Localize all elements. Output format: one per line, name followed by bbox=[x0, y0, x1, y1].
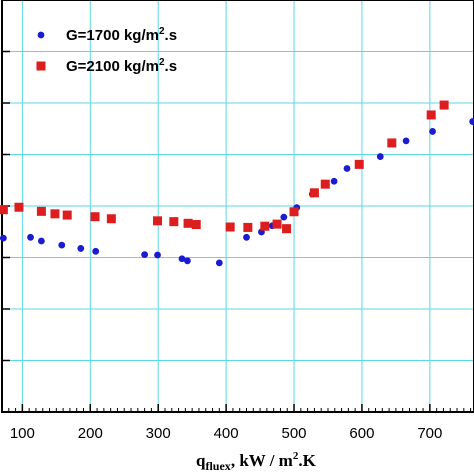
data-point-series-2 bbox=[354, 159, 364, 169]
x-tick-label: 100 bbox=[10, 425, 35, 442]
data-point-series-2 bbox=[260, 221, 270, 231]
data-point-series-1 bbox=[154, 251, 161, 259]
legend-marker-series-2 bbox=[36, 61, 46, 71]
data-point-series-1 bbox=[376, 153, 384, 160]
data-point-series-2 bbox=[90, 212, 100, 222]
legend: G=1700 kg/m2.s G=2100 kg/m2.s bbox=[36, 26, 177, 75]
data-point-series-1 bbox=[330, 177, 338, 185]
data-point-series-1 bbox=[184, 257, 191, 265]
legend-label-series-2: G=2100 kg/m2.s bbox=[66, 57, 177, 75]
legend-marker-series-1 bbox=[37, 31, 45, 39]
data-point-series-2 bbox=[36, 206, 46, 216]
data-point-series-1 bbox=[215, 259, 223, 267]
data-point-series-2 bbox=[14, 202, 24, 212]
data-point-series-1 bbox=[243, 233, 250, 241]
data-point-series-1 bbox=[343, 165, 351, 172]
x-tick-label: 300 bbox=[146, 425, 171, 442]
data-point-series-2 bbox=[243, 222, 253, 232]
data-point-series-2 bbox=[282, 224, 292, 234]
data-point-series-1 bbox=[469, 118, 474, 125]
data-point-series-2 bbox=[320, 179, 330, 189]
data-point-series-1 bbox=[0, 234, 7, 242]
data-point-series-1 bbox=[58, 241, 66, 249]
data-point-series-2 bbox=[50, 209, 60, 219]
data-point-series-1 bbox=[27, 233, 34, 241]
data-point-series-2 bbox=[0, 205, 8, 215]
x-tick-label: 400 bbox=[214, 425, 239, 442]
x-tick-label: 200 bbox=[78, 425, 103, 442]
data-point-series-1 bbox=[178, 255, 186, 263]
data-point-series-2 bbox=[62, 210, 72, 220]
legend-label-series-1: G=1700 kg/m2.s bbox=[66, 26, 177, 44]
x-tick-labels: 100 200 300 400 500 600 700 bbox=[10, 425, 443, 442]
data-points bbox=[0, 100, 474, 267]
data-point-series-1 bbox=[37, 237, 45, 245]
data-point-series-2 bbox=[183, 218, 193, 228]
data-point-series-2 bbox=[309, 188, 319, 198]
data-point-series-2 bbox=[225, 222, 235, 232]
data-point-series-1 bbox=[280, 213, 288, 221]
tick-marks bbox=[2, 50, 472, 412]
data-point-series-2 bbox=[191, 220, 201, 230]
data-point-series-1 bbox=[402, 137, 410, 145]
data-point-series-1 bbox=[429, 128, 436, 135]
x-tick-label: 600 bbox=[349, 425, 374, 442]
data-point-series-2 bbox=[272, 219, 282, 229]
x-tick-label: 500 bbox=[282, 425, 307, 442]
data-point-series-1 bbox=[77, 245, 85, 252]
data-point-series-2 bbox=[289, 207, 299, 217]
data-point-series-2 bbox=[153, 216, 163, 226]
data-point-series-2 bbox=[169, 217, 179, 227]
x-tick-label: 700 bbox=[417, 425, 442, 442]
data-point-series-2 bbox=[426, 110, 436, 120]
data-point-series-2 bbox=[439, 100, 449, 110]
data-point-series-1 bbox=[92, 247, 100, 255]
data-point-series-2 bbox=[387, 138, 397, 148]
data-point-series-2 bbox=[106, 214, 116, 224]
x-axis-title: qfluex, kW / m2.K bbox=[196, 450, 317, 473]
data-point-series-1 bbox=[141, 251, 149, 259]
